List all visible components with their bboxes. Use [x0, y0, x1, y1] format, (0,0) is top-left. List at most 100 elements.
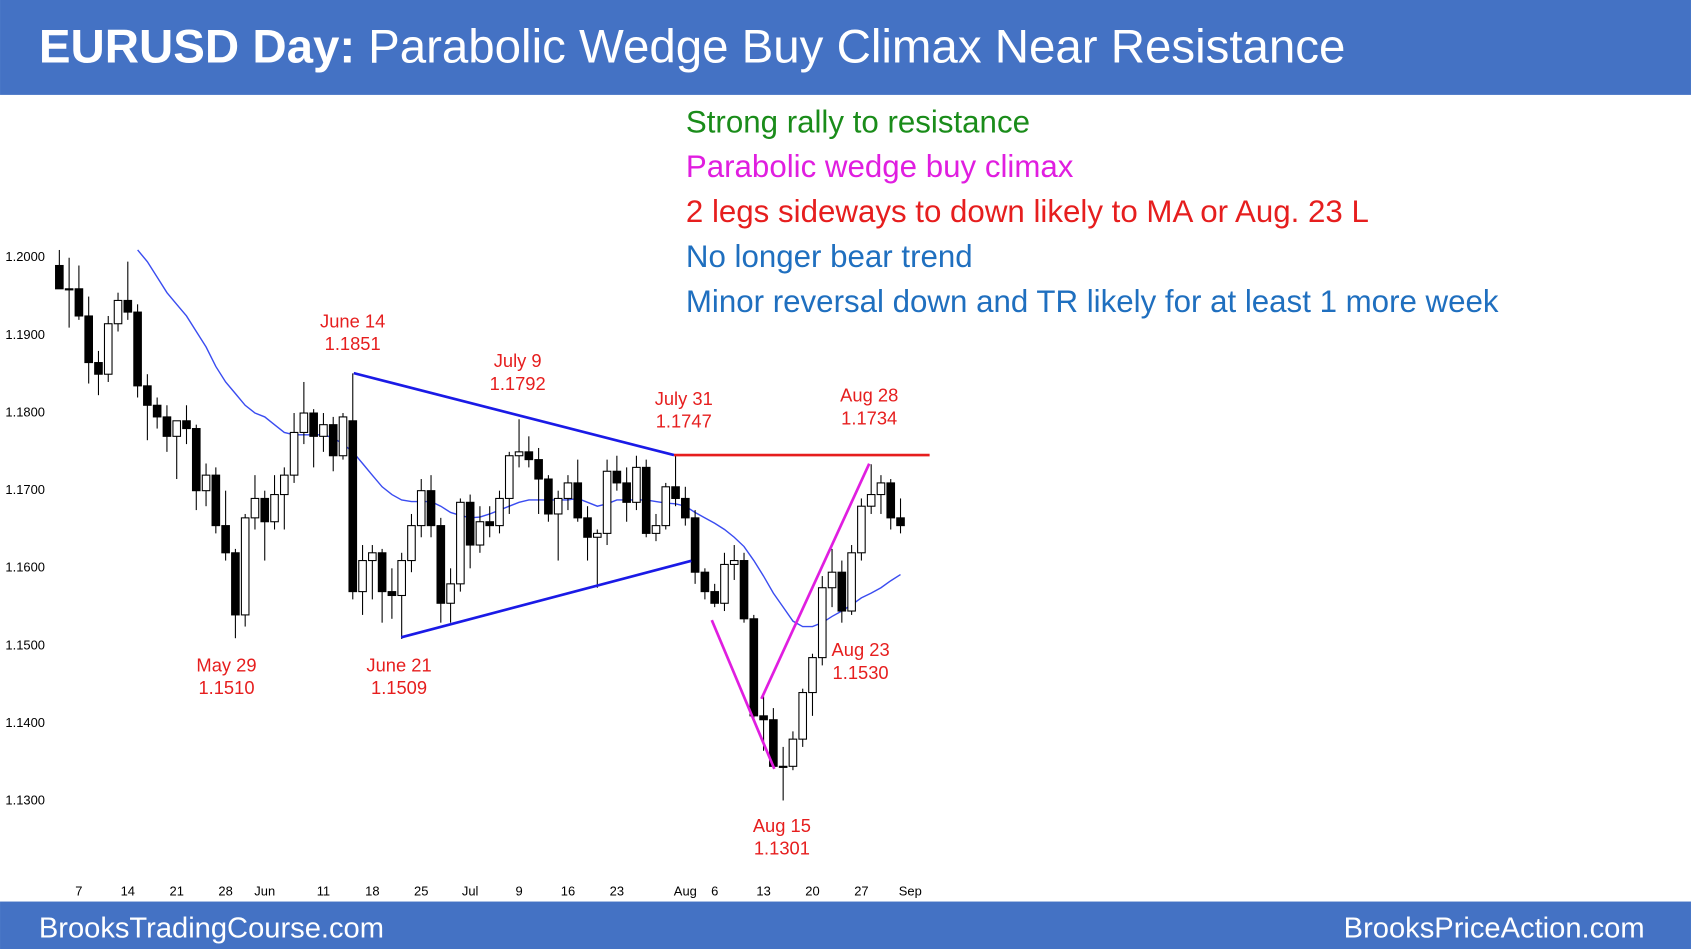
x-tick-label: 6 [711, 883, 718, 898]
y-tick-label: 1.1900 [5, 327, 45, 342]
x-tick-label: 28 [218, 883, 232, 898]
candle-body [632, 466, 641, 503]
candle-body [534, 459, 543, 480]
annotation-price: 1.1509 [371, 677, 427, 698]
candle-body [671, 486, 680, 499]
x-tick-label: Jun [254, 883, 275, 898]
annotation-price: 1.1530 [833, 662, 889, 683]
candle-body [778, 765, 788, 768]
candle-body [622, 482, 631, 503]
candle-body [387, 591, 397, 597]
x-tick-label: Jul [462, 883, 479, 898]
candle-body [817, 587, 827, 659]
candle-body [446, 583, 455, 604]
candle-body [221, 525, 230, 554]
candle-body [133, 311, 142, 387]
annotation-price: 1.1792 [490, 373, 546, 394]
candle-body [553, 497, 563, 515]
candle-body [240, 517, 250, 616]
candle-body [309, 412, 318, 437]
candle-body [143, 385, 152, 406]
header-bar [0, 0, 1691, 95]
candle-body [504, 455, 514, 499]
candle-body [211, 474, 221, 527]
annotation-price: 1.1851 [325, 333, 381, 354]
candle-body [397, 560, 406, 597]
candle-body [495, 497, 504, 527]
candle-body [456, 501, 465, 585]
trend-lines [353, 371, 930, 770]
wedge-lower-line [400, 559, 692, 639]
candle-body [563, 482, 573, 499]
x-tick-label: 14 [121, 883, 135, 898]
candle-body [729, 560, 739, 565]
candle-body [368, 552, 377, 562]
x-tick-label: 11 [317, 883, 330, 898]
candle-body [544, 478, 553, 515]
candle-body [690, 517, 700, 573]
candle-body [74, 288, 84, 317]
candle-body [182, 420, 191, 430]
annotation-price: 1.1747 [656, 411, 712, 432]
candle-body [612, 470, 622, 484]
annotation-label: July 9 [494, 350, 542, 371]
annotation-label: Aug 15 [753, 815, 811, 836]
candle-body [416, 490, 426, 527]
y-tick-label: 1.1300 [5, 793, 45, 808]
candle-body [514, 451, 524, 457]
y-tick-label: 1.1400 [5, 715, 45, 730]
note: 2 legs sideways to down likely to MA or … [686, 194, 1369, 229]
candle-body [94, 362, 103, 375]
candle-body [847, 552, 856, 612]
y-tick-label: 1.1800 [5, 404, 45, 419]
candle-body [162, 416, 172, 437]
annotation-price: 1.1301 [754, 838, 810, 859]
candle-body [876, 482, 886, 496]
candle-body [103, 323, 113, 375]
candle-body [465, 501, 475, 546]
candle-body [739, 560, 749, 620]
wedge-down-line [710, 619, 776, 770]
candle-body [896, 517, 905, 527]
note: Minor reversal down and TR likely for at… [686, 284, 1499, 319]
candle-body [113, 299, 123, 325]
candle-body [651, 525, 661, 534]
moving-average-line [137, 249, 901, 628]
candle-body [749, 618, 759, 717]
candle-body [661, 486, 671, 527]
candle-body [720, 563, 729, 604]
annotation-label: Aug 23 [832, 639, 890, 660]
candle-body [152, 404, 162, 418]
annotation-price: 1.1510 [198, 677, 254, 698]
candle-body [602, 470, 612, 534]
candle-body [407, 525, 416, 562]
footer-left: BrooksTradingCourse.com [39, 912, 384, 944]
annotation-label: July 31 [655, 388, 713, 409]
candle-body [886, 482, 896, 519]
x-tick-label: 16 [561, 883, 575, 898]
candle-body [270, 494, 279, 523]
candle-body [231, 552, 240, 616]
candle-body [759, 715, 768, 721]
candle-body [279, 474, 289, 496]
x-tick-label: 23 [610, 883, 624, 898]
candle-body [857, 505, 866, 554]
note: No longer bear trend [686, 239, 973, 274]
candle-body [583, 517, 592, 538]
candle-body [475, 521, 485, 546]
wedge-up-line [760, 463, 871, 700]
candle-body [573, 482, 583, 519]
x-tick-label: 21 [170, 883, 184, 898]
y-tick-label: 1.1600 [5, 560, 45, 575]
candle-body [808, 657, 817, 694]
candle-body [436, 525, 446, 604]
y-tick-label: 1.1500 [5, 637, 45, 652]
candle-body [55, 264, 64, 290]
y-tick-label: 1.1700 [5, 482, 45, 497]
candle-body [485, 521, 495, 527]
candle-body [358, 560, 367, 593]
candle-body [319, 424, 328, 437]
candle-body [191, 428, 201, 492]
title-lead: EURUSD Day: [39, 20, 355, 73]
